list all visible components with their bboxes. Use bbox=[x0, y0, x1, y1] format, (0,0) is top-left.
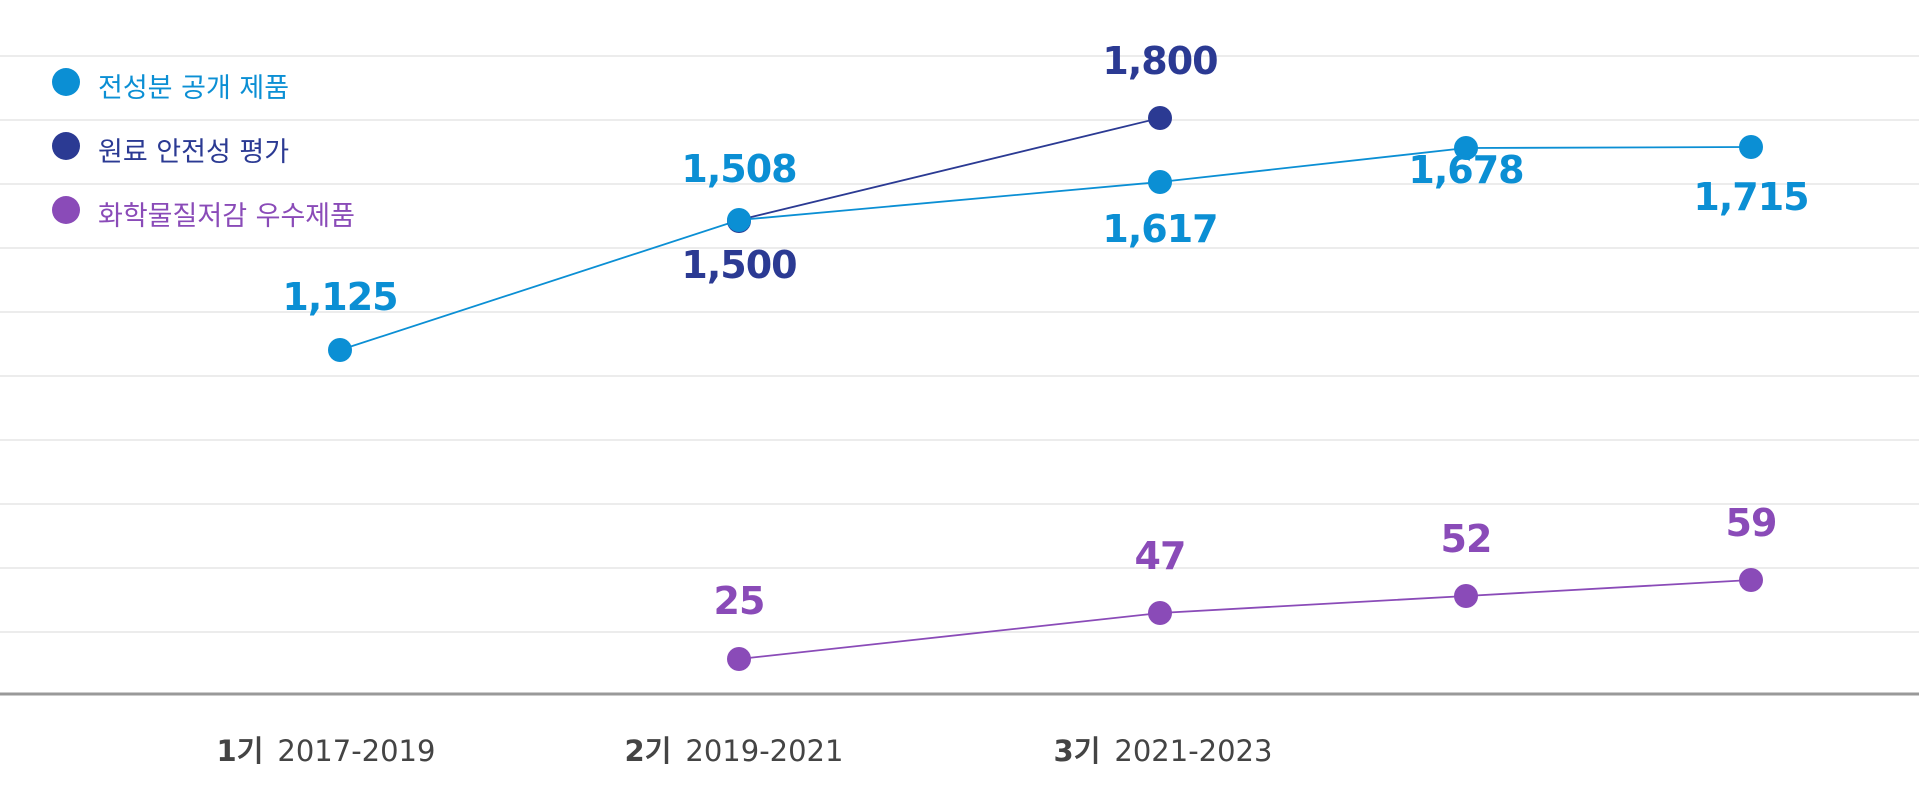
legend-label: 화학물질저감 우수제품 bbox=[98, 201, 355, 232]
x-tick-period: 1기 bbox=[216, 734, 264, 768]
x-tick-years: 2019-2021 bbox=[685, 734, 844, 768]
value-label-chemical-reduction-excellent: 59 bbox=[1726, 501, 1777, 545]
x-tick-period: 3기 bbox=[1053, 734, 1101, 768]
value-label-ingredient-safety-evaluation: 1,800 bbox=[1102, 39, 1217, 83]
value-labels: 1,125 1,508 1,617 1,678 1,715 1,500 1,800 25 47 5… bbox=[282, 39, 1809, 623]
data-point-chemical-reduction-excellent bbox=[1148, 601, 1172, 625]
data-point-full-ingredient-disclosure bbox=[1148, 170, 1172, 194]
x-tick-label-2: 2기 2019-2021 bbox=[625, 728, 844, 770]
data-point-chemical-reduction-excellent bbox=[1454, 584, 1478, 608]
value-label-full-ingredient-disclosure: 1,125 bbox=[282, 275, 397, 319]
legend-marker bbox=[52, 68, 80, 96]
legend-label: 전성분 공개 제품 bbox=[98, 73, 290, 104]
data-points bbox=[328, 106, 1763, 671]
series-lines bbox=[339, 117, 1752, 660]
data-point-ingredient-safety-evaluation bbox=[1148, 106, 1172, 130]
x-tick-years: 2021-2023 bbox=[1114, 734, 1273, 768]
x-tick-years: 2017-2019 bbox=[277, 734, 436, 768]
data-point-chemical-reduction-excellent bbox=[727, 647, 751, 671]
data-point-full-ingredient-disclosure bbox=[1739, 135, 1763, 159]
x-tick-label-1: 1기 2017-2019 bbox=[217, 728, 436, 770]
value-label-chemical-reduction-excellent: 52 bbox=[1441, 517, 1492, 561]
data-point-chemical-reduction-excellent bbox=[1739, 568, 1763, 592]
legend-marker bbox=[52, 132, 80, 160]
value-label-chemical-reduction-excellent: 47 bbox=[1135, 534, 1186, 578]
value-label-full-ingredient-disclosure: 1,508 bbox=[681, 147, 796, 191]
value-label-ingredient-safety-evaluation: 1,500 bbox=[681, 243, 796, 287]
data-point-full-ingredient-disclosure bbox=[328, 338, 352, 362]
series-line-chemical-reduction-excellent bbox=[738, 579, 1752, 660]
series-line-ingredient-safety-evaluation bbox=[738, 117, 1161, 221]
value-label-full-ingredient-disclosure: 1,617 bbox=[1102, 207, 1217, 251]
data-point-full-ingredient-disclosure bbox=[1454, 136, 1478, 160]
value-label-full-ingredient-disclosure: 1,715 bbox=[1693, 175, 1808, 219]
value-label-full-ingredient-disclosure: 1,678 bbox=[1408, 148, 1523, 192]
x-tick-period: 2기 bbox=[624, 734, 672, 768]
value-label-chemical-reduction-excellent: 25 bbox=[714, 579, 765, 623]
x-tick-label-3: 3기 2021-2023 bbox=[1054, 728, 1273, 770]
data-point-full-ingredient-disclosure bbox=[727, 208, 751, 232]
legend-label: 원료 안전성 평가 bbox=[98, 137, 290, 168]
gridlines bbox=[0, 55, 1919, 633]
legend-marker bbox=[52, 196, 80, 224]
